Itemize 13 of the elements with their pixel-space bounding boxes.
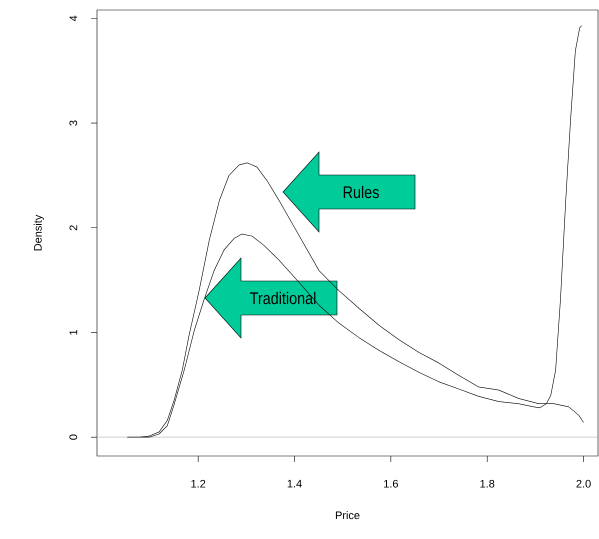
y-tick-label: 1 [70, 330, 78, 335]
annotation: Rules [344, 186, 379, 198]
y-axis-title: Density [34, 214, 44, 250]
y-tick-label: 3 [69, 120, 78, 126]
y-tick-label: 2 [70, 225, 78, 230]
x-axis-title: Price [336, 511, 360, 520]
x-tick-label: 2.0 [576, 480, 591, 488]
x-tick-label: 1.8 [480, 480, 494, 488]
y-tick-label: 4 [70, 16, 78, 22]
x-tick-label: 1.2 [191, 480, 206, 488]
x-tick-label: 1.4 [288, 480, 302, 488]
y-tick-label: 0 [69, 434, 78, 440]
x-tick-label: 1.6 [384, 480, 398, 488]
